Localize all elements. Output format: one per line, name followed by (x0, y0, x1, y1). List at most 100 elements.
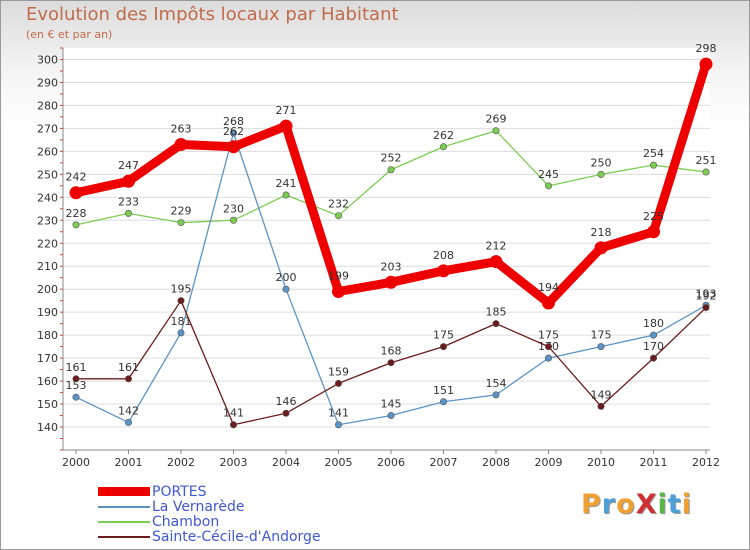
x-tick-label: 2004 (272, 456, 300, 469)
data-label: 250 (591, 156, 612, 169)
data-point (69, 186, 83, 200)
data-label: 170 (643, 340, 664, 353)
data-label: 268 (223, 115, 244, 128)
data-point (649, 161, 657, 169)
data-point (649, 331, 657, 339)
data-label: 233 (118, 195, 139, 208)
data-label: 175 (433, 329, 454, 342)
chart-title: Evolution des Impôts locaux par Habitant (26, 4, 399, 25)
y-tick-label: 150 (37, 398, 58, 411)
data-label: 228 (66, 207, 87, 220)
plot-area (63, 48, 710, 450)
data-point (387, 359, 395, 367)
data-point (384, 275, 398, 289)
series-sainte-c-cile-d-andorge: 161 161 195 141 146 159 168 175 185 175 149 170 192 (66, 283, 717, 429)
data-label: 218 (591, 226, 612, 239)
data-label: 229 (171, 205, 192, 218)
data-point (334, 212, 342, 220)
data-point (177, 329, 185, 337)
y-tick-label: 140 (37, 421, 58, 434)
data-label: 181 (171, 315, 192, 328)
legend-item-portes[interactable]: PORTES (98, 484, 321, 500)
data-point (174, 137, 188, 151)
x-tick-label: 2002 (167, 456, 195, 469)
data-point (227, 140, 240, 154)
legend-label: La Vernarède (152, 498, 245, 515)
data-label: 195 (171, 283, 192, 296)
data-point (544, 343, 552, 351)
y-tick-label: 250 (37, 168, 58, 181)
legend-item-sainte-cecile-d-andorge[interactable]: Sainte-Cécile-d'Andorge (98, 529, 321, 545)
x-tick-label: 2009 (535, 456, 563, 469)
y-tick-label: 300 (37, 53, 58, 66)
y-tick-label: 260 (37, 145, 58, 158)
data-label: 208 (433, 249, 454, 262)
data-label: 193 (696, 287, 717, 300)
series-portes: 242 247 263 262 271 199 203 208 212 194 218 225 298 (66, 42, 717, 310)
data-label: 252 (381, 152, 402, 165)
data-point (387, 412, 395, 420)
data-point (279, 119, 293, 133)
data-label: 225 (643, 210, 664, 223)
data-point (72, 375, 80, 383)
y-tick-label: 280 (37, 99, 58, 112)
data-point (387, 166, 395, 174)
legend-swatch-chambon (98, 520, 150, 523)
data-point (597, 402, 605, 410)
legend-item-chambon[interactable]: Chambon (98, 514, 321, 530)
data-point (125, 418, 133, 426)
data-point (594, 241, 608, 255)
data-point (544, 354, 552, 362)
data-label: 180 (643, 317, 664, 330)
y-tick-label: 230 (37, 214, 58, 227)
data-label: 142 (118, 404, 139, 417)
x-tick-label: 2001 (115, 456, 143, 469)
series-la-vernar-de: 153 142 181 268 200 141 145 151 154 170 175 180 193 (66, 115, 717, 429)
data-point (72, 393, 80, 401)
proxiti-logo: ProXiti (581, 489, 692, 520)
data-point (282, 409, 290, 417)
y-tick-label: 160 (37, 375, 58, 388)
x-tick-label: 2003 (220, 456, 248, 469)
data-label: 149 (591, 388, 612, 401)
data-label: 159 (328, 365, 349, 378)
data-point (439, 343, 447, 351)
data-point (492, 391, 500, 399)
data-label: 192 (696, 290, 717, 303)
data-label: 161 (118, 361, 139, 374)
data-label: 145 (381, 398, 402, 411)
data-label: 203 (381, 260, 402, 273)
legend-swatch-sainte-cecile-d-andorge (98, 535, 150, 538)
data-point (439, 143, 447, 151)
data-point (647, 225, 660, 239)
x-tick-label: 2008 (482, 456, 510, 469)
legend-item-la-vernarede[interactable]: La Vernarède (98, 498, 321, 515)
data-label: 141 (223, 407, 244, 420)
data-label: 254 (643, 147, 664, 160)
y-tick-label: 190 (37, 306, 58, 319)
data-label: 232 (328, 198, 349, 211)
data-point (492, 320, 500, 328)
data-point (439, 398, 447, 406)
y-tick-label: 220 (37, 237, 58, 250)
data-label: 230 (223, 202, 244, 215)
logo-letter: t (667, 489, 682, 520)
logo-letter: o (616, 489, 636, 520)
data-point (544, 182, 552, 190)
data-label: 175 (591, 329, 612, 342)
data-label: 151 (433, 384, 454, 397)
x-tick-label: 2010 (587, 456, 615, 469)
data-point (122, 174, 135, 188)
data-point (125, 375, 133, 383)
data-point (334, 421, 342, 429)
data-label: 242 (66, 171, 87, 184)
x-tick-label: 2005 (325, 456, 353, 469)
data-point (125, 209, 133, 217)
data-point (230, 216, 238, 224)
x-tick-label: 2012 (692, 456, 720, 469)
data-label: 141 (328, 407, 349, 420)
data-label: 263 (171, 122, 192, 135)
y-tick-label: 210 (37, 260, 58, 273)
data-point (334, 379, 342, 387)
